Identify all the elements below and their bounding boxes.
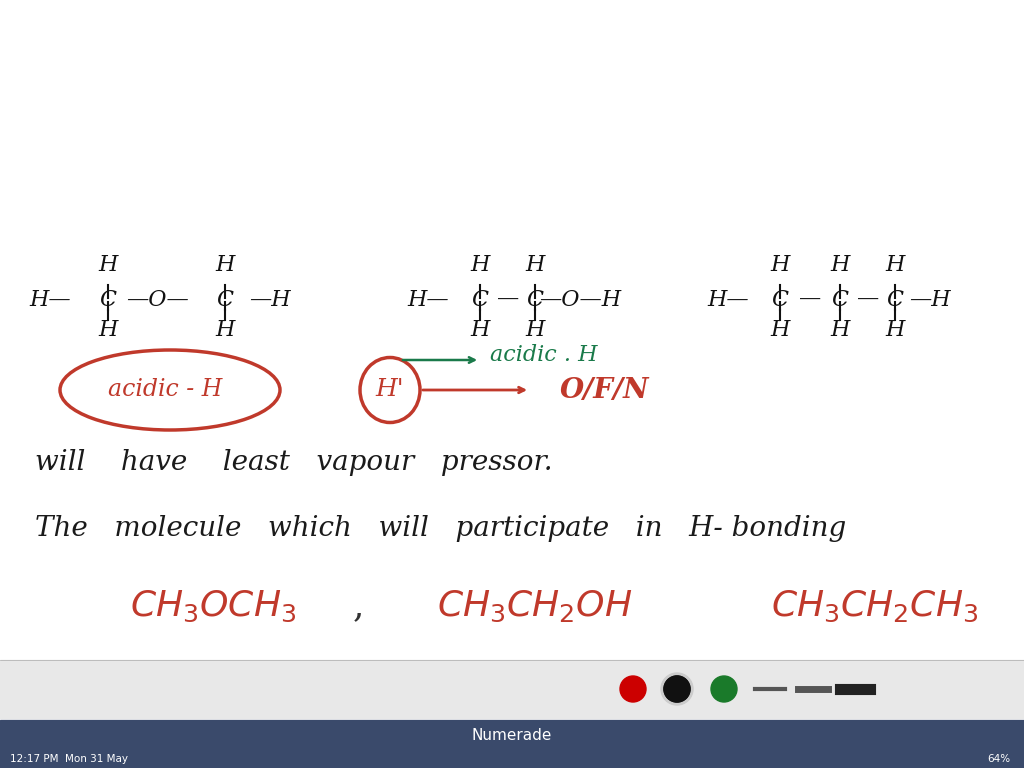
Circle shape (662, 673, 693, 705)
Text: —H: —H (909, 289, 951, 311)
Bar (0, 720, 1024, 750)
Text: H: H (215, 254, 234, 276)
Text: C: C (471, 289, 488, 311)
Text: C: C (887, 289, 903, 311)
Text: acidic . H: acidic . H (490, 344, 597, 366)
Text: H—: H— (30, 289, 71, 311)
Text: H: H (215, 319, 234, 341)
Text: H: H (770, 319, 790, 341)
Text: H: H (886, 319, 904, 341)
Text: C: C (831, 289, 849, 311)
Text: H': H' (376, 379, 404, 402)
Text: —: — (497, 289, 519, 311)
Text: —: — (857, 289, 880, 311)
Text: $CH_3CH_2CH_3$: $CH_3CH_2CH_3$ (771, 588, 979, 624)
Text: $CH_3CH_2OH$: $CH_3CH_2OH$ (437, 588, 633, 624)
Text: —H: —H (249, 289, 291, 311)
Text: H: H (98, 319, 118, 341)
Text: H: H (525, 254, 545, 276)
Circle shape (620, 676, 646, 702)
Text: H: H (886, 254, 904, 276)
Bar (0, 660, 1024, 718)
Circle shape (664, 676, 690, 702)
Text: The   molecule   which   will   participate   in   H- bonding: The molecule which will participate in H… (35, 515, 846, 541)
Text: will    have    least   vapour   pressor.: will have least vapour pressor. (35, 449, 553, 475)
Text: C: C (526, 289, 544, 311)
Text: H: H (770, 254, 790, 276)
Text: H: H (98, 254, 118, 276)
Text: 64%: 64% (987, 754, 1010, 764)
Text: C: C (99, 289, 117, 311)
Text: H: H (470, 254, 489, 276)
Text: H: H (525, 319, 545, 341)
Text: $CH_3OCH_3$: $CH_3OCH_3$ (130, 588, 296, 624)
Text: acidic - H: acidic - H (108, 379, 222, 402)
Text: —O—H: —O—H (539, 289, 622, 311)
Text: ,: , (352, 589, 364, 623)
Text: 12:17 PM  Mon 31 May: 12:17 PM Mon 31 May (10, 754, 128, 764)
Text: —O—: —O— (127, 289, 189, 311)
Text: H: H (830, 254, 850, 276)
Text: C: C (771, 289, 788, 311)
Text: O/F/N: O/F/N (560, 376, 649, 403)
Text: C: C (216, 289, 233, 311)
Circle shape (711, 676, 737, 702)
Text: H: H (830, 319, 850, 341)
Text: Numerade: Numerade (472, 727, 552, 743)
Text: H—: H— (408, 289, 449, 311)
Text: H: H (470, 319, 489, 341)
Circle shape (664, 676, 690, 702)
Text: —: — (799, 289, 821, 311)
Text: H—: H— (708, 289, 749, 311)
Bar (0, 750, 1024, 768)
